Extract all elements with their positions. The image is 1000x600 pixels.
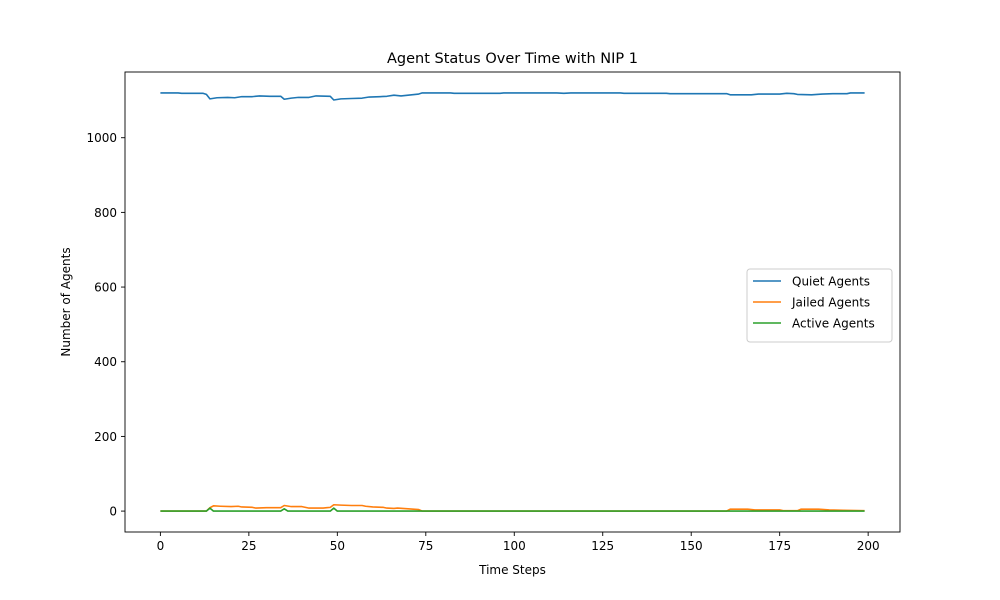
x-tick-label: 125	[591, 539, 614, 553]
x-tick-label: 50	[330, 539, 345, 553]
y-tick-label: 800	[94, 206, 117, 220]
legend: Quiet Agents Jailed Agents Active Agents	[746, 268, 893, 343]
y-tick-label: 400	[94, 355, 117, 369]
legend-label: Active Agents	[792, 317, 875, 331]
series-line-jailed-agents	[160, 503, 865, 512]
x-tick-label: 25	[241, 539, 256, 553]
x-tick-label: 0	[157, 539, 165, 553]
y-axis-label: Number of Agents	[59, 247, 73, 356]
x-tick-label: 75	[418, 539, 433, 553]
legend-box	[746, 268, 893, 343]
x-tick-label: 200	[857, 539, 880, 553]
x-tick-label: 175	[768, 539, 791, 553]
tick-layer: 0 25 50 75 100 125 150 175 200 0 200 400 600 800 1000	[86, 131, 879, 553]
y-tick-label: 0	[109, 505, 117, 519]
series-line-active-agents	[160, 507, 865, 512]
legend-label: Jailed Agents	[791, 296, 870, 310]
x-axis-label: Time Steps	[478, 563, 546, 577]
x-tick-label: 150	[680, 539, 703, 553]
series-line-quiet-agents	[160, 92, 865, 101]
series-layer	[160, 92, 865, 512]
x-tick-label: 100	[503, 539, 526, 553]
y-tick-label: 600	[94, 281, 117, 295]
legend-label: Quiet Agents	[792, 275, 870, 289]
chart-title: Agent Status Over Time with NIP 1	[387, 51, 638, 67]
y-tick-label: 1000	[86, 131, 117, 145]
plot-area-frame	[124, 71, 901, 533]
y-tick-label: 200	[94, 430, 117, 444]
